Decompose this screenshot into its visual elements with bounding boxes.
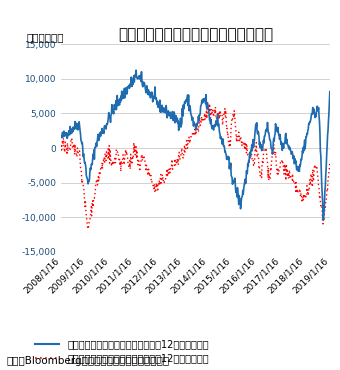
Title: 米国株式と米国債券市場の資金フロー: 米国株式と米国債券市場の資金フロー	[118, 27, 273, 42]
Text: 出所：Bloombergのデータをもとに東洋証券作成: 出所：Bloombergのデータをもとに東洋証券作成	[7, 356, 170, 366]
Text: （百万ドル）: （百万ドル）	[26, 32, 64, 42]
Legend: 債券へのネットキャッシュフロー（12週移動平均）, 株式へのネットキャッシュフロー（12週移動平均）: 債券へのネットキャッシュフロー（12週移動平均）, 株式へのネットキャッシュフロ…	[31, 335, 212, 367]
